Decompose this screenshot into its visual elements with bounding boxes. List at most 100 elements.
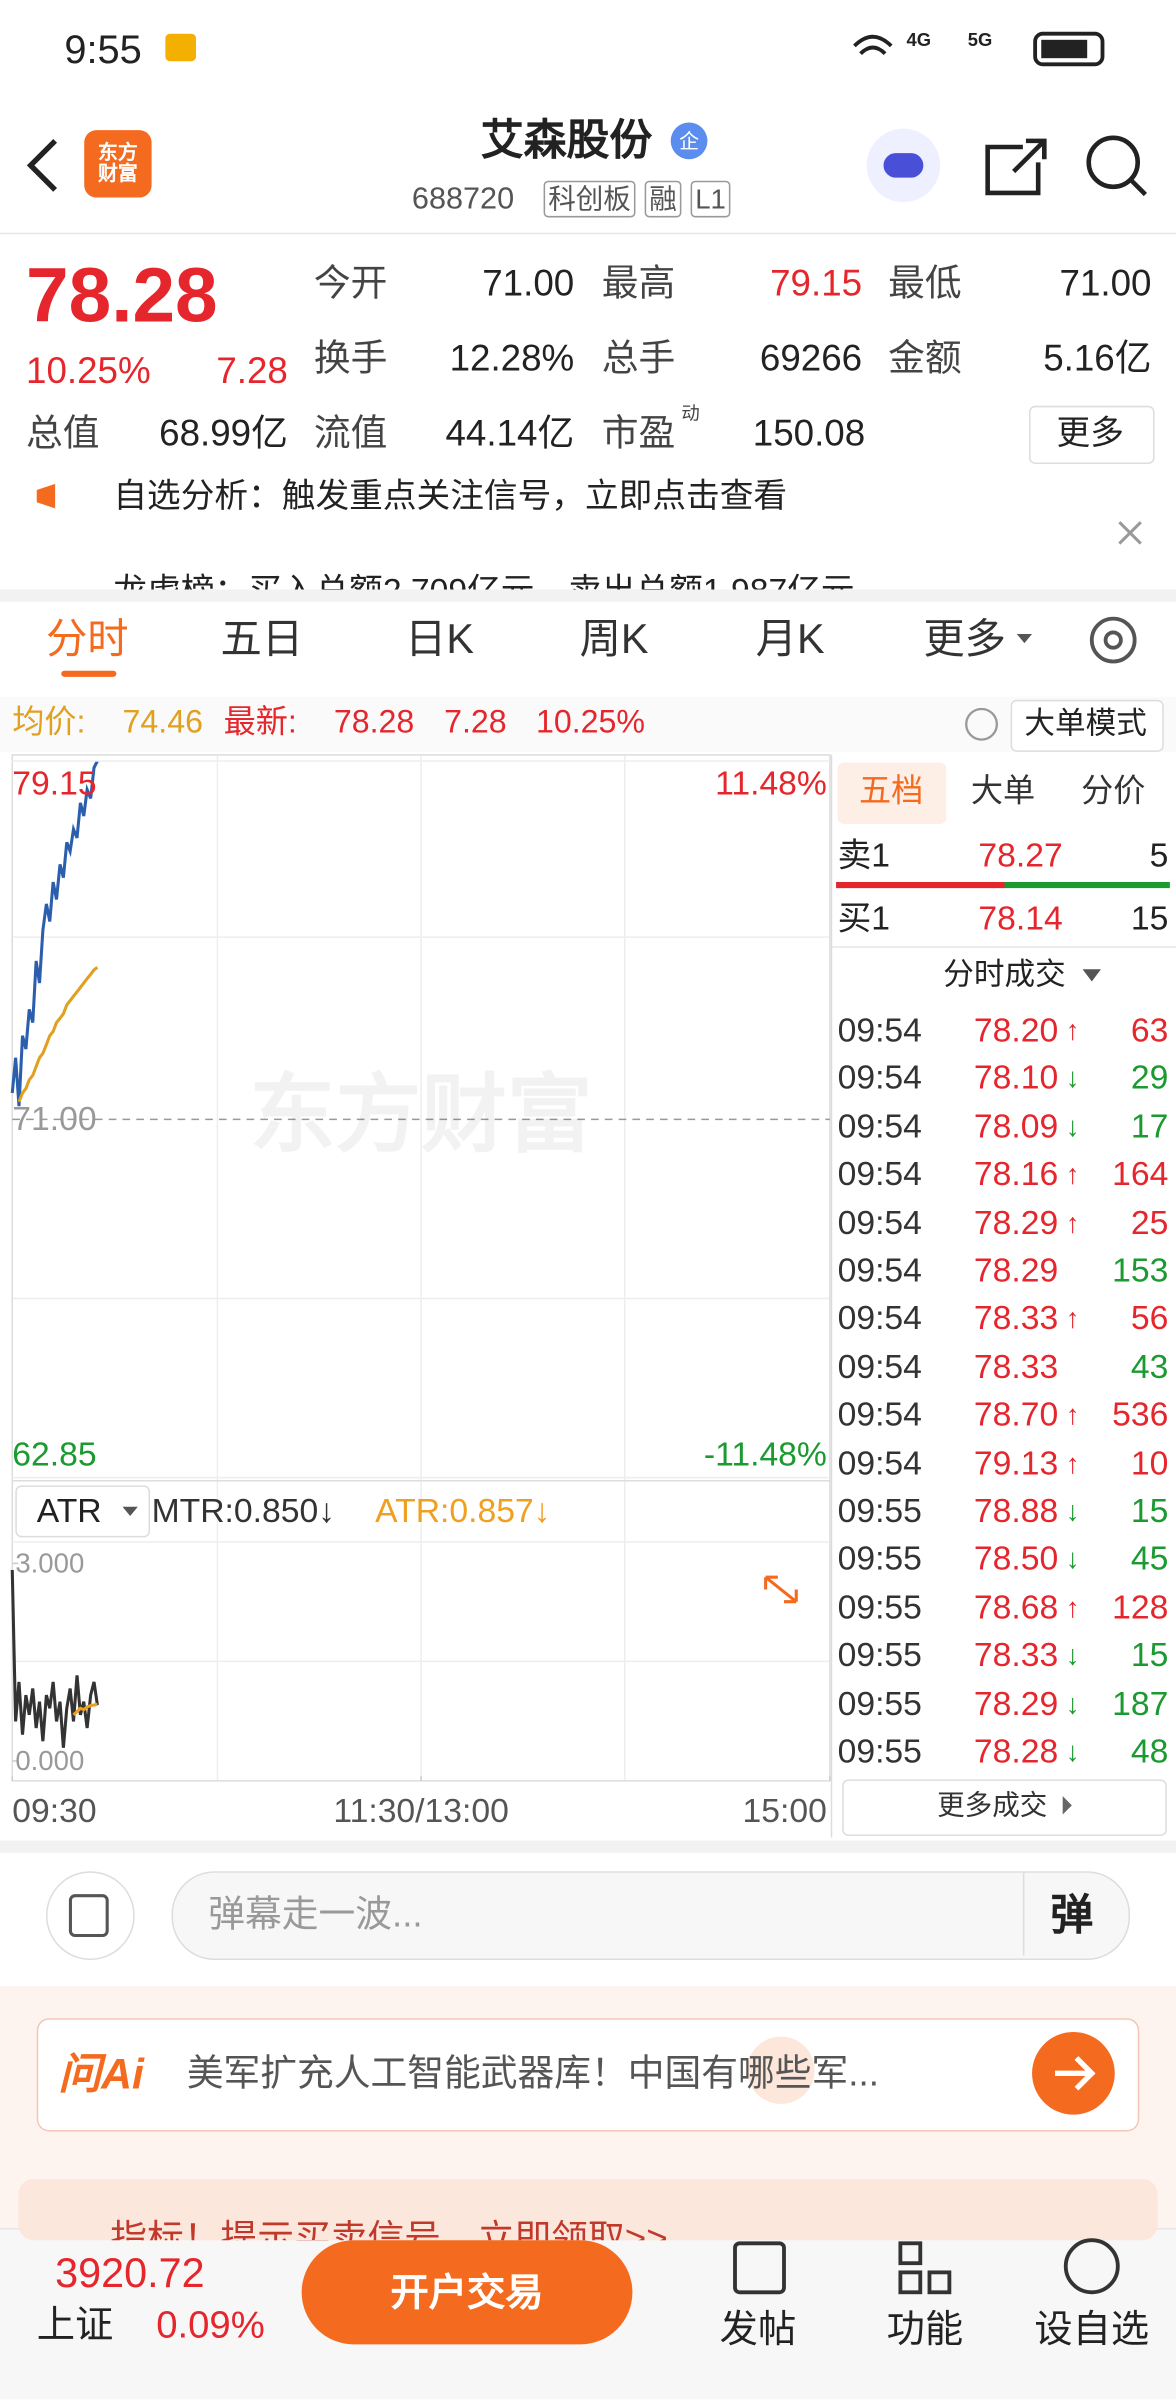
tab[interactable]: 月K — [755, 616, 825, 663]
trade-price: 78.28 — [973, 1731, 1059, 1771]
trade-volume: 25 — [1130, 1202, 1169, 1242]
notice: 自选分析：触发重点关注信号，立即点击查看 — [113, 476, 788, 515]
more-trades-text[interactable]: 更多成交 — [937, 1790, 1048, 1821]
stat-value: 5.16亿 — [1043, 338, 1152, 380]
trade-time: 09:54 — [837, 1106, 922, 1146]
stat-label: 流值 — [313, 413, 388, 455]
x-tick-label: 15:00 — [742, 1791, 827, 1830]
level-label: 买1 — [837, 898, 891, 938]
stat-value: 44.14亿 — [445, 413, 575, 455]
expand-icon[interactable] — [747, 2036, 815, 2104]
tab[interactable]: 日K — [405, 616, 474, 663]
y-tick-label: 62.85 — [12, 1434, 97, 1474]
help-icon[interactable] — [965, 707, 998, 741]
badge — [670, 122, 708, 160]
percent-label: -11.48% — [703, 1434, 827, 1474]
trade-volume: 48 — [1130, 1731, 1169, 1771]
network-label: 4G — [906, 29, 932, 51]
assistant-face — [883, 153, 924, 178]
trade-arrow: ↓ — [1065, 1496, 1080, 1527]
series-line — [17, 966, 99, 1103]
tag: 科创板 — [543, 180, 636, 218]
watchlist-icon[interactable] — [1063, 2238, 1120, 2295]
dropdown-arrow — [1016, 633, 1033, 644]
book-tab[interactable]: 大单 — [970, 774, 1036, 810]
tab[interactable]: 五日 — [220, 616, 304, 663]
nav-label[interactable]: 发帖 — [719, 2308, 797, 2352]
share-icon[interactable] — [985, 138, 1047, 196]
avg: 74.46 — [122, 705, 203, 741]
trade-time: 09:54 — [837, 1058, 922, 1097]
mode-button[interactable] — [1010, 699, 1164, 752]
buy-bar — [1004, 882, 1170, 889]
promo-banner[interactable]: 指标！提示买卖信号，立即领取>> — [18, 2178, 1158, 2241]
stock-name: 艾森股份 — [480, 116, 653, 164]
series-line — [10, 1569, 99, 1748]
book-tab[interactable]: 分价 — [1081, 774, 1146, 810]
y-tick-label: 3.000 — [15, 1548, 85, 1579]
trade-arrow: ↑ — [1065, 1303, 1080, 1335]
search-icon-handle — [1129, 179, 1147, 197]
comment-placeholder: 弹幕走一波... — [208, 1894, 423, 1936]
y-tick-label: 0.000 — [15, 1745, 85, 1777]
more-button[interactable] — [1029, 405, 1155, 464]
tab[interactable]: 周K — [579, 616, 649, 663]
latest: 78.28 — [333, 705, 415, 741]
stat-value: 12.28% — [449, 338, 575, 380]
more-trades-button[interactable] — [842, 1779, 1167, 1836]
indicator-name[interactable]: ATR — [36, 1491, 102, 1530]
trade-button[interactable] — [301, 2240, 633, 2345]
comment-icon[interactable] — [45, 1871, 135, 1960]
ai-banner[interactable] — [36, 2018, 1140, 2132]
series-line — [10, 760, 99, 1107]
close-icon[interactable] — [1118, 521, 1142, 545]
index-value: 3920.72 — [55, 2250, 205, 2297]
wifi-icon — [853, 34, 893, 56]
trade-price: 79.13 — [973, 1443, 1059, 1482]
trade-time: 09:54 — [837, 1154, 922, 1194]
trade-arrow: ↓ — [1065, 1688, 1080, 1719]
stat-value: 69266 — [759, 338, 863, 380]
nav-label[interactable]: 功能 — [886, 2308, 964, 2352]
stat-value: 71.00 — [482, 263, 575, 305]
trade-volume: 128 — [1112, 1587, 1169, 1626]
notice-box: 自选分析：触发重点关注信号，立即点击查看龙虎榜：买入总额2.709亿元，卖出总额… — [0, 475, 1176, 590]
settings-icon[interactable] — [1089, 616, 1137, 664]
logo — [84, 130, 152, 198]
back-icon[interactable] — [26, 138, 58, 192]
trade-price: 78.50 — [973, 1539, 1059, 1578]
indicator-select[interactable] — [15, 1485, 151, 1538]
network-label: 5G — [967, 29, 993, 51]
search-icon[interactable] — [1086, 135, 1141, 190]
ai-logo: 问Ai — [58, 2050, 144, 2098]
tab[interactable]: 更多 — [923, 616, 1007, 663]
trade-price: 78.20 — [973, 1010, 1059, 1049]
arrow-icon — [1055, 2056, 1096, 2091]
trade-button-text[interactable]: 开户交易 — [390, 2271, 544, 2315]
tag: 融 — [644, 180, 682, 218]
nav-label[interactable]: 设自选 — [1034, 2308, 1150, 2352]
level-price: 78.27 — [978, 836, 1063, 875]
trade-price: 78.33 — [973, 1347, 1059, 1386]
more-button-text[interactable]: 更多 — [1056, 413, 1124, 452]
comment-input[interactable] — [171, 1871, 1131, 1960]
trade-arrow: ↑ — [1065, 1399, 1080, 1431]
tab[interactable]: 分时 — [45, 616, 129, 663]
danmu-button[interactable]: 弹 — [1050, 1891, 1094, 1939]
watermark: 东方财富 — [249, 1065, 593, 1163]
trade-time: 09:54 — [837, 1347, 922, 1386]
trade-time: 09:55 — [837, 1731, 922, 1771]
stat-label: 总值 — [26, 413, 100, 455]
avg-label: 均价: — [12, 705, 86, 741]
trade-arrow: ↑ — [1065, 1447, 1080, 1479]
book-tab[interactable]: 五档 — [859, 774, 924, 810]
function-icon[interactable] — [898, 2241, 923, 2266]
stat-value: 150.08 — [752, 413, 866, 455]
mode-button-text[interactable]: 大单模式 — [1024, 707, 1147, 742]
stat-label: 最高 — [601, 263, 676, 305]
trade-price: 78.29 — [973, 1202, 1059, 1242]
trade-arrow: ↑ — [1065, 1592, 1080, 1623]
trade-time: 09:54 — [837, 1202, 922, 1242]
post-icon[interactable] — [733, 2241, 786, 2295]
